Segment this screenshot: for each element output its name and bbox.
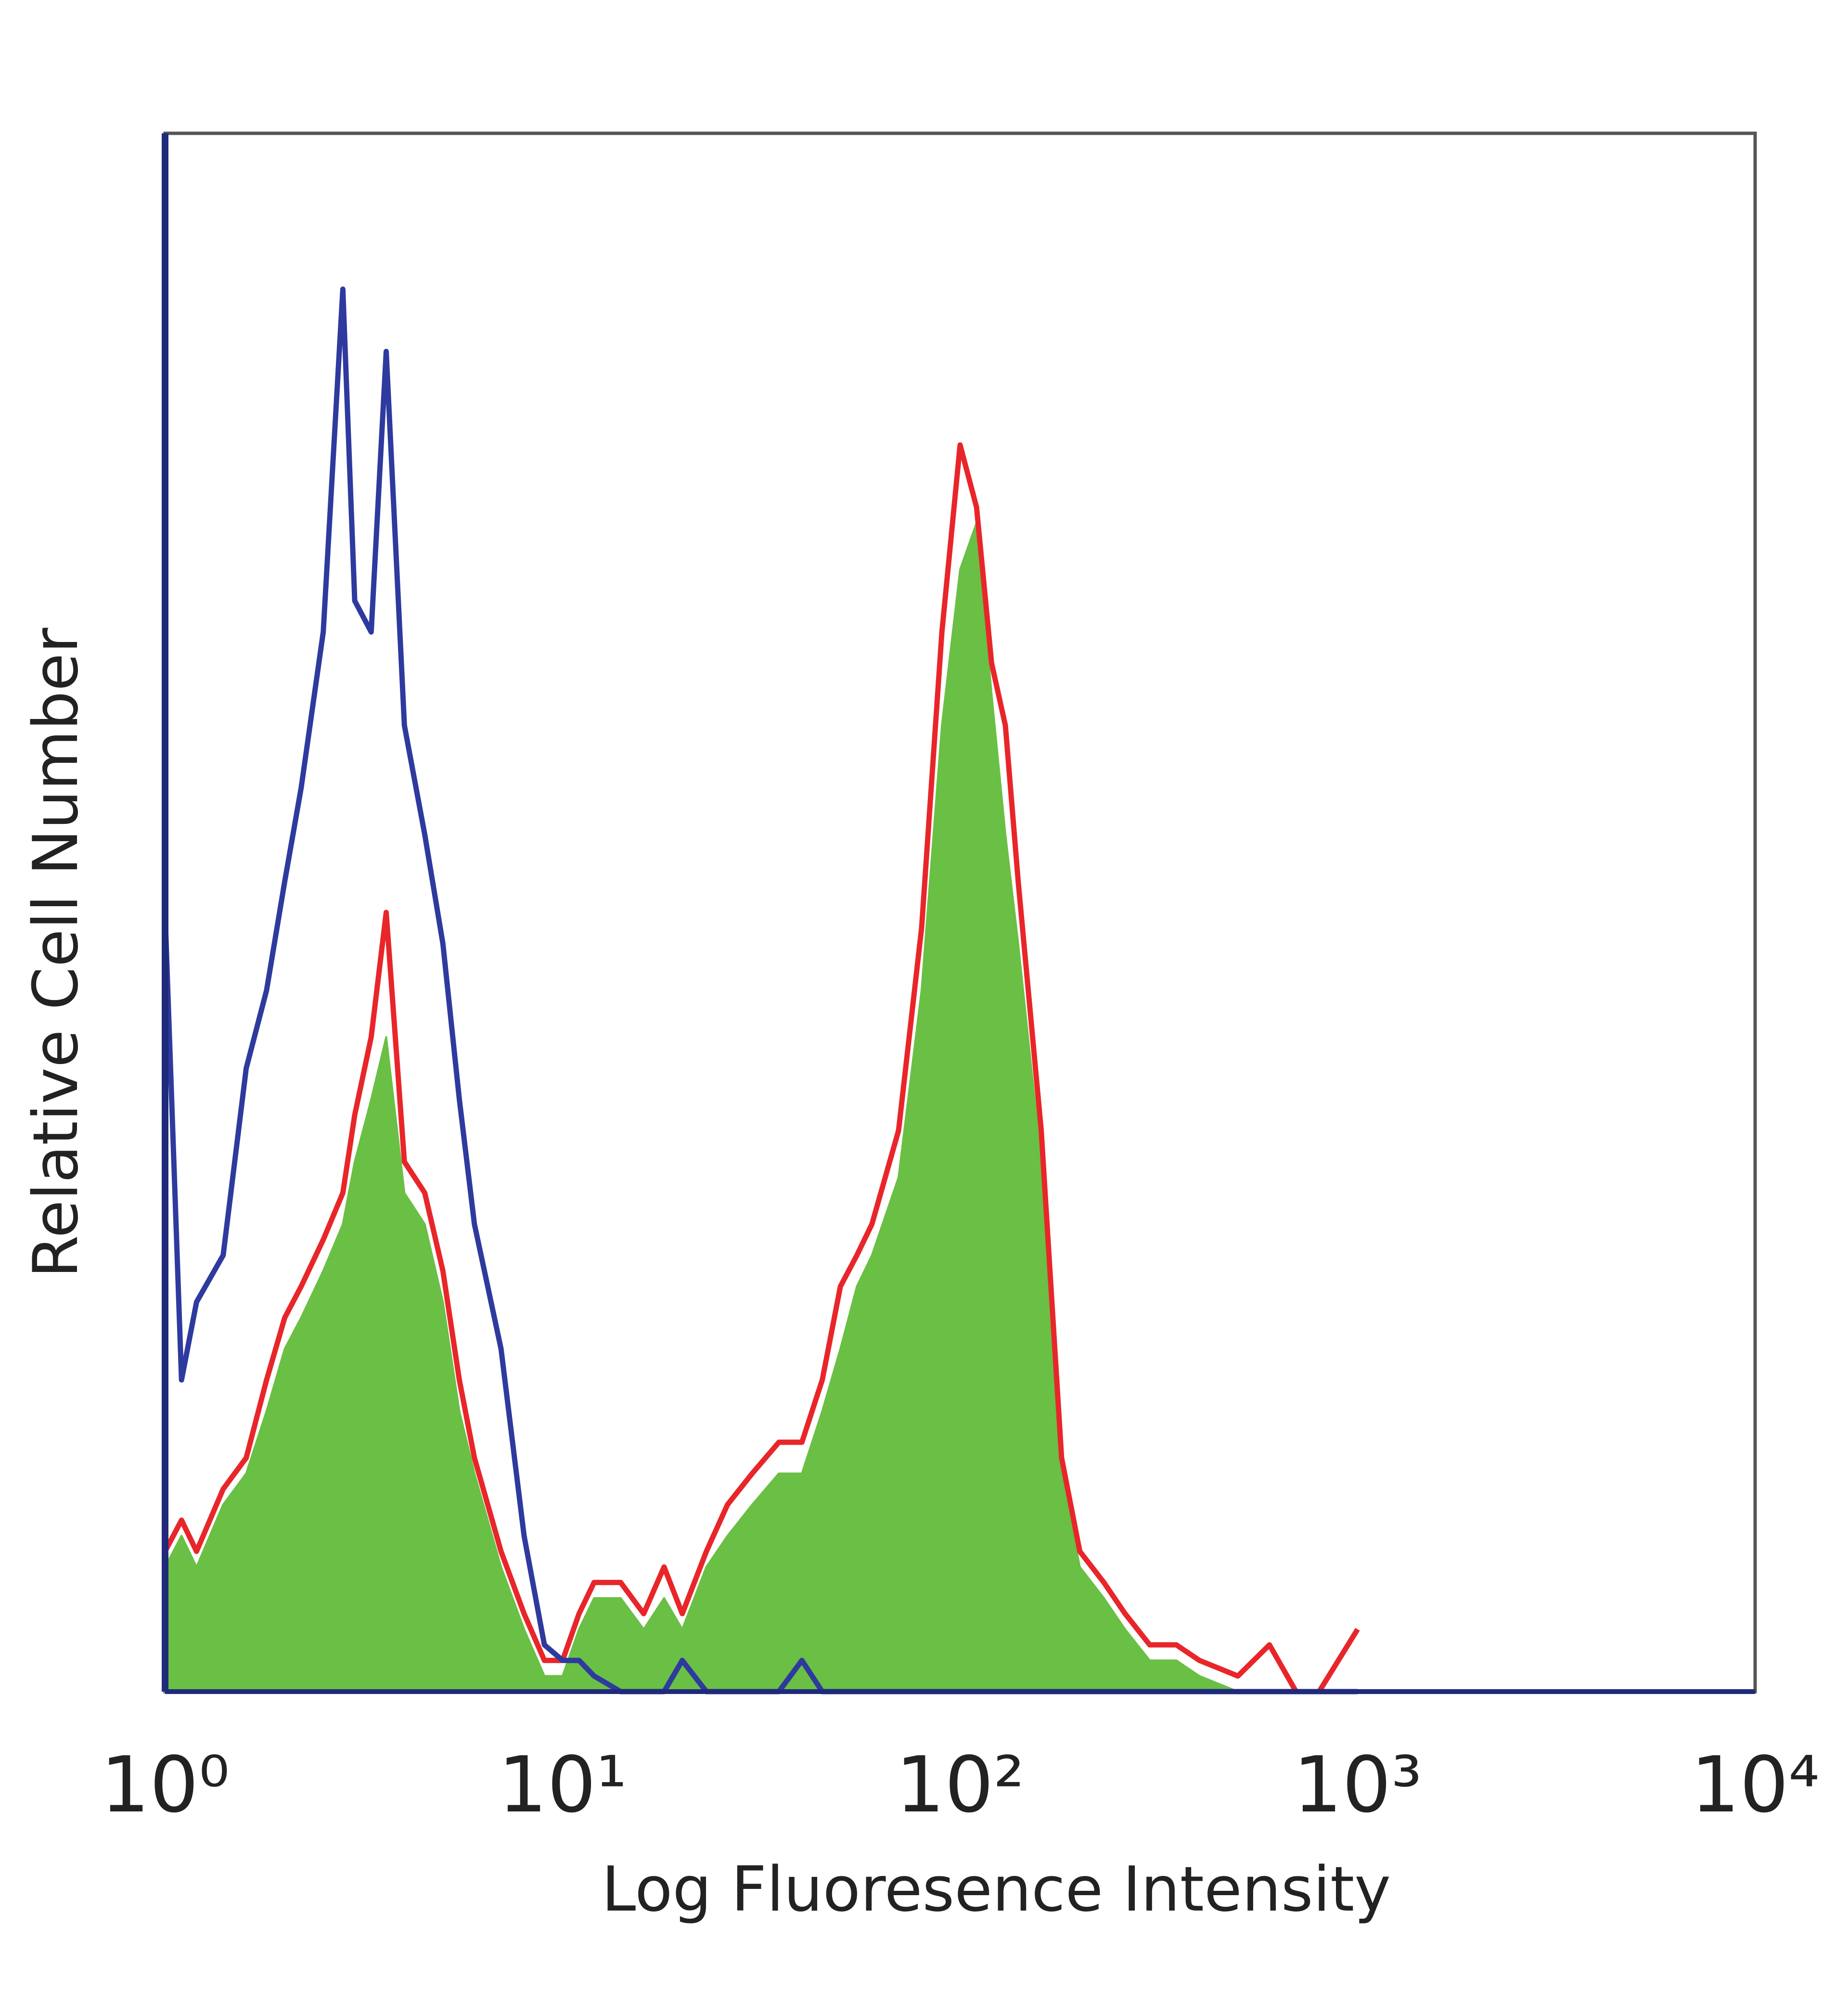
- x-tick-label: 10¹: [498, 1740, 627, 1830]
- x-tick-label: 10⁰: [101, 1740, 230, 1830]
- x-tick-label: 10⁴: [1691, 1740, 1820, 1830]
- histogram-line: [163, 442, 1360, 1694]
- y-axis-title: Relative Cell Number: [20, 628, 92, 1278]
- x-tick-label: 10³: [1293, 1740, 1422, 1830]
- x-tick-label: 10²: [896, 1740, 1025, 1830]
- histogram-area: [164, 522, 1359, 1693]
- x-axis-title: Log Fluoresence Intensity: [602, 1854, 1391, 1925]
